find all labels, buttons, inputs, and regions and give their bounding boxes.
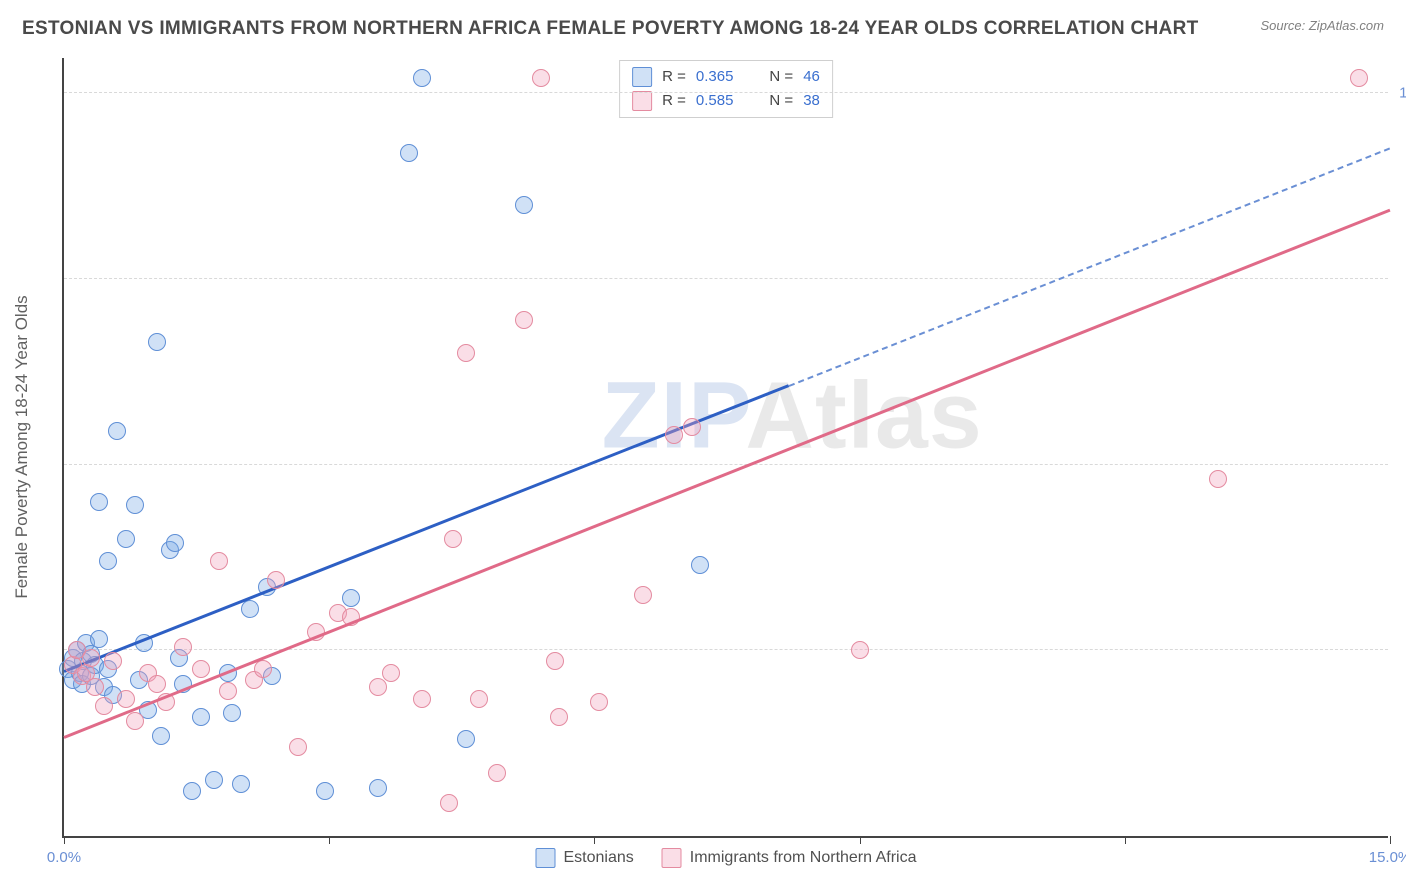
gridline-h [64, 649, 1388, 650]
source-attribution: Source: ZipAtlas.com [1260, 18, 1384, 33]
data-point [515, 196, 533, 214]
y-tick-label: 50.0% [1395, 456, 1406, 473]
data-point [470, 690, 488, 708]
x-tick [64, 836, 65, 844]
gridline-h [64, 464, 1388, 465]
y-tick-label: 75.0% [1395, 270, 1406, 287]
data-point [104, 652, 122, 670]
data-point [851, 641, 869, 659]
chart-title: ESTONIAN VS IMMIGRANTS FROM NORTHERN AFR… [22, 18, 1199, 40]
trend-line [63, 209, 1390, 739]
data-point [117, 530, 135, 548]
r-value: 0.365 [696, 65, 734, 89]
data-point [444, 530, 462, 548]
legend-swatch [536, 848, 556, 868]
data-point [174, 638, 192, 656]
data-point [342, 589, 360, 607]
source-prefix: Source: [1260, 18, 1308, 33]
n-value: 46 [803, 65, 820, 89]
stats-legend-row: R = 0.365 N = 46 [632, 65, 820, 89]
legend-label: Immigrants from Northern Africa [690, 849, 917, 867]
data-point [232, 775, 250, 793]
gridline-h [64, 92, 1388, 93]
y-axis-label: Female Poverty Among 18-24 Year Olds [12, 295, 32, 598]
data-point [152, 727, 170, 745]
data-point [241, 600, 259, 618]
legend-label: Estonians [564, 849, 634, 867]
data-point [126, 496, 144, 514]
data-point [457, 730, 475, 748]
trend-line [789, 147, 1391, 387]
legend-item: Estonians [536, 848, 634, 868]
data-point [166, 534, 184, 552]
data-point [440, 794, 458, 812]
data-point [532, 69, 550, 87]
data-point [95, 697, 113, 715]
data-point [691, 556, 709, 574]
data-point [86, 678, 104, 696]
data-point [1350, 69, 1368, 87]
data-point [369, 779, 387, 797]
series-legend: Estonians Immigrants from Northern Africa [536, 848, 917, 868]
legend-swatch [632, 91, 652, 111]
data-point [400, 144, 418, 162]
data-point [550, 708, 568, 726]
watermark: ZIPAtlas [602, 361, 983, 470]
x-tick [329, 836, 330, 844]
x-tick-label: 0.0% [47, 849, 81, 866]
data-point [457, 344, 475, 362]
data-point [148, 675, 166, 693]
data-point [117, 690, 135, 708]
data-point [267, 571, 285, 589]
data-point [546, 652, 564, 670]
trend-line [63, 384, 789, 673]
x-tick [1125, 836, 1126, 844]
data-point [183, 782, 201, 800]
x-tick [1390, 836, 1391, 844]
data-point [82, 649, 100, 667]
data-point [316, 782, 334, 800]
data-point [289, 738, 307, 756]
data-point [219, 682, 237, 700]
data-point [382, 664, 400, 682]
legend-item: Immigrants from Northern Africa [662, 848, 917, 868]
data-point [223, 704, 241, 722]
stats-legend: R =0.365N =46R =0.585N =38 [619, 60, 833, 118]
n-label: N = [769, 65, 793, 89]
data-point [1209, 470, 1227, 488]
data-point [90, 630, 108, 648]
data-point [126, 712, 144, 730]
data-point [90, 493, 108, 511]
y-tick-label: 100.0% [1395, 85, 1406, 102]
data-point [192, 660, 210, 678]
data-point [683, 418, 701, 436]
data-point [590, 693, 608, 711]
x-tick-label: 15.0% [1369, 849, 1406, 866]
legend-swatch [662, 848, 682, 868]
x-tick [860, 836, 861, 844]
y-tick-label: 25.0% [1395, 642, 1406, 659]
data-point [413, 69, 431, 87]
data-point [488, 764, 506, 782]
data-point [665, 426, 683, 444]
data-point [634, 586, 652, 604]
source-link[interactable]: ZipAtlas.com [1309, 18, 1384, 33]
data-point [254, 660, 272, 678]
scatter-chart: Female Poverty Among 18-24 Year Olds ZIP… [62, 58, 1388, 838]
gridline-h [64, 278, 1388, 279]
data-point [192, 708, 210, 726]
data-point [99, 552, 117, 570]
legend-swatch [632, 67, 652, 87]
data-point [413, 690, 431, 708]
data-point [210, 552, 228, 570]
data-point [369, 678, 387, 696]
x-tick [594, 836, 595, 844]
plot-area: Female Poverty Among 18-24 Year Olds ZIP… [62, 58, 1388, 838]
r-label: R = [662, 65, 686, 89]
data-point [205, 771, 223, 789]
data-point [148, 333, 166, 351]
data-point [108, 422, 126, 440]
data-point [515, 311, 533, 329]
